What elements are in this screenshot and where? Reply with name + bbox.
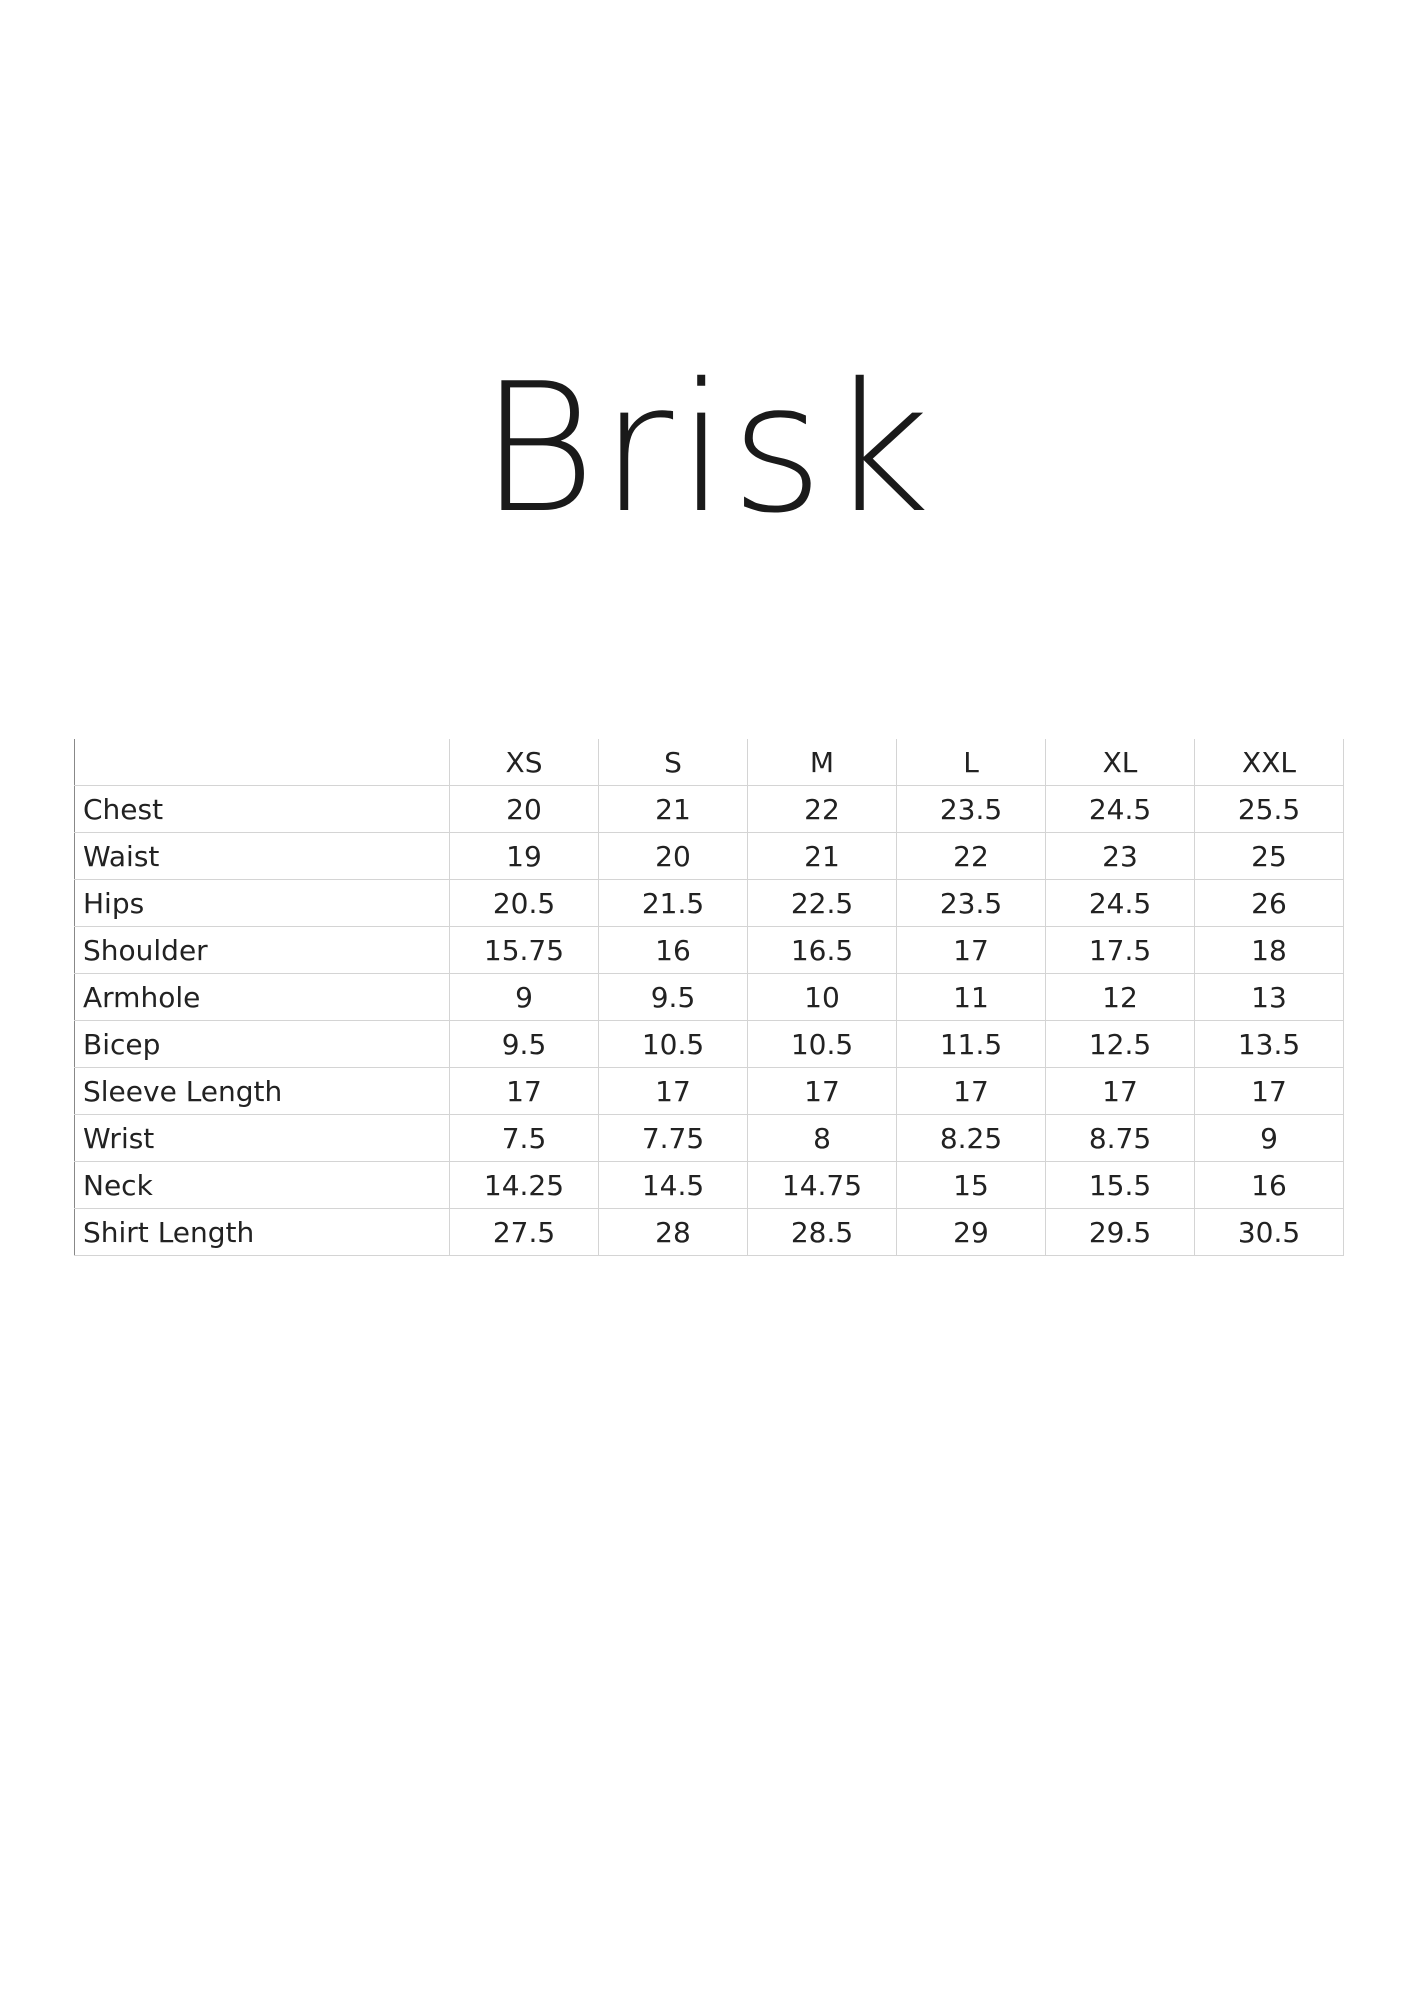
size-header: XL xyxy=(1045,739,1195,786)
measurement-label: Bicep xyxy=(74,1020,450,1068)
size-header: XXL xyxy=(1194,739,1344,786)
measurement-value: 16.5 xyxy=(747,926,897,974)
measurement-value: 15.75 xyxy=(449,926,599,974)
measurement-row: Waist 19 20 21 22 23 25 xyxy=(74,832,1344,880)
measurement-value: 16 xyxy=(598,926,748,974)
measurement-value: 9.5 xyxy=(449,1020,599,1068)
measurement-value: 15 xyxy=(896,1161,1046,1209)
brand-logo: Brisk xyxy=(479,345,935,552)
measurement-label: Waist xyxy=(74,832,450,880)
measurement-label: Shirt Length xyxy=(74,1208,450,1256)
measurement-value: 17 xyxy=(747,1067,897,1115)
size-header: XS xyxy=(449,739,599,786)
measurement-value: 9.5 xyxy=(598,973,748,1021)
size-header: M xyxy=(747,739,897,786)
measurement-row: Neck 14.25 14.5 14.75 15 15.5 16 xyxy=(74,1161,1344,1209)
measurement-value: 7.75 xyxy=(598,1114,748,1162)
measurement-value: 17 xyxy=(896,1067,1046,1115)
measurement-value: 17 xyxy=(598,1067,748,1115)
measurement-value: 13 xyxy=(1194,973,1344,1021)
measurement-value: 23.5 xyxy=(896,879,1046,927)
measurement-value: 8.25 xyxy=(896,1114,1046,1162)
measurement-label: Shoulder xyxy=(74,926,450,974)
measurement-value: 9 xyxy=(1194,1114,1344,1162)
measurement-value: 21.5 xyxy=(598,879,748,927)
measurement-value: 17 xyxy=(1194,1067,1344,1115)
measurement-value: 22 xyxy=(896,832,1046,880)
measurement-value: 23.5 xyxy=(896,785,1046,833)
measurement-value: 24.5 xyxy=(1045,879,1195,927)
measurement-value: 13.5 xyxy=(1194,1020,1344,1068)
measurement-value: 15.5 xyxy=(1045,1161,1195,1209)
measurement-value: 14.75 xyxy=(747,1161,897,1209)
measurement-label: Neck xyxy=(74,1161,450,1209)
measurement-value: 20 xyxy=(598,832,748,880)
size-header: L xyxy=(896,739,1046,786)
measurement-value: 25.5 xyxy=(1194,785,1344,833)
measurement-value: 23 xyxy=(1045,832,1195,880)
measurement-label: Hips xyxy=(74,879,450,927)
measurement-row: Chest 20 21 22 23.5 24.5 25.5 xyxy=(74,785,1344,833)
measurement-value: 11.5 xyxy=(896,1020,1046,1068)
measurement-label: Armhole xyxy=(74,973,450,1021)
measurement-value: 8.75 xyxy=(1045,1114,1195,1162)
measurement-value: 12 xyxy=(1045,973,1195,1021)
measurement-value: 30.5 xyxy=(1194,1208,1344,1256)
measurement-value: 19 xyxy=(449,832,599,880)
measurement-row: Armhole 9 9.5 10 11 12 13 xyxy=(74,973,1344,1021)
measurement-value: 12.5 xyxy=(1045,1020,1195,1068)
measurement-row: Sleeve Length 17 17 17 17 17 17 xyxy=(74,1067,1344,1115)
measurement-value: 20.5 xyxy=(449,879,599,927)
measurement-value: 25 xyxy=(1194,832,1344,880)
measurement-value: 29 xyxy=(896,1208,1046,1256)
measurement-label: Wrist xyxy=(74,1114,450,1162)
measurement-value: 27.5 xyxy=(449,1208,599,1256)
measurement-value: 21 xyxy=(598,785,748,833)
table-header: XS S M L XL XXL xyxy=(74,739,1344,786)
measurement-row: Wrist 7.5 7.75 8 8.25 8.75 9 xyxy=(74,1114,1344,1162)
measurement-value: 9 xyxy=(449,973,599,1021)
measurement-value: 14.25 xyxy=(449,1161,599,1209)
measurement-value: 28.5 xyxy=(747,1208,897,1256)
measurement-row: Bicep 9.5 10.5 10.5 11.5 12.5 13.5 xyxy=(74,1020,1344,1068)
measurement-row: Shirt Length 27.5 28 28.5 29 29.5 30.5 xyxy=(74,1208,1344,1256)
size-chart-table: XS S M L XL XXL Chest 20 21 22 23.5 24.5 25.5 Waist 1… xyxy=(74,739,1344,1256)
measurement-value: 26 xyxy=(1194,879,1344,927)
measurement-row: Shoulder 15.75 16 16.5 17 17.5 18 xyxy=(74,926,1344,974)
table-body: Chest 20 21 22 23.5 24.5 25.5 Waist 19 20 21 22 23 25… xyxy=(74,785,1344,1256)
corner-cell xyxy=(74,739,450,786)
measurement-value: 7.5 xyxy=(449,1114,599,1162)
measurement-value: 10.5 xyxy=(747,1020,897,1068)
measurement-value: 29.5 xyxy=(1045,1208,1195,1256)
measurement-value: 28 xyxy=(598,1208,748,1256)
measurement-value: 17.5 xyxy=(1045,926,1195,974)
measurement-value: 18 xyxy=(1194,926,1344,974)
measurement-value: 11 xyxy=(896,973,1046,1021)
measurement-value: 10.5 xyxy=(598,1020,748,1068)
measurement-value: 17 xyxy=(896,926,1046,974)
measurement-value: 24.5 xyxy=(1045,785,1195,833)
size-header: S xyxy=(598,739,748,786)
measurement-label: Chest xyxy=(74,785,450,833)
measurement-label: Sleeve Length xyxy=(74,1067,450,1115)
measurement-value: 20 xyxy=(449,785,599,833)
measurement-row: Hips 20.5 21.5 22.5 23.5 24.5 26 xyxy=(74,879,1344,927)
measurement-value: 17 xyxy=(449,1067,599,1115)
measurement-value: 14.5 xyxy=(598,1161,748,1209)
header-row: XS S M L XL XXL xyxy=(74,739,1344,786)
measurement-value: 21 xyxy=(747,832,897,880)
measurement-value: 10 xyxy=(747,973,897,1021)
measurement-value: 16 xyxy=(1194,1161,1344,1209)
measurement-value: 22 xyxy=(747,785,897,833)
measurement-value: 8 xyxy=(747,1114,897,1162)
measurement-value: 22.5 xyxy=(747,879,897,927)
measurement-value: 17 xyxy=(1045,1067,1195,1115)
